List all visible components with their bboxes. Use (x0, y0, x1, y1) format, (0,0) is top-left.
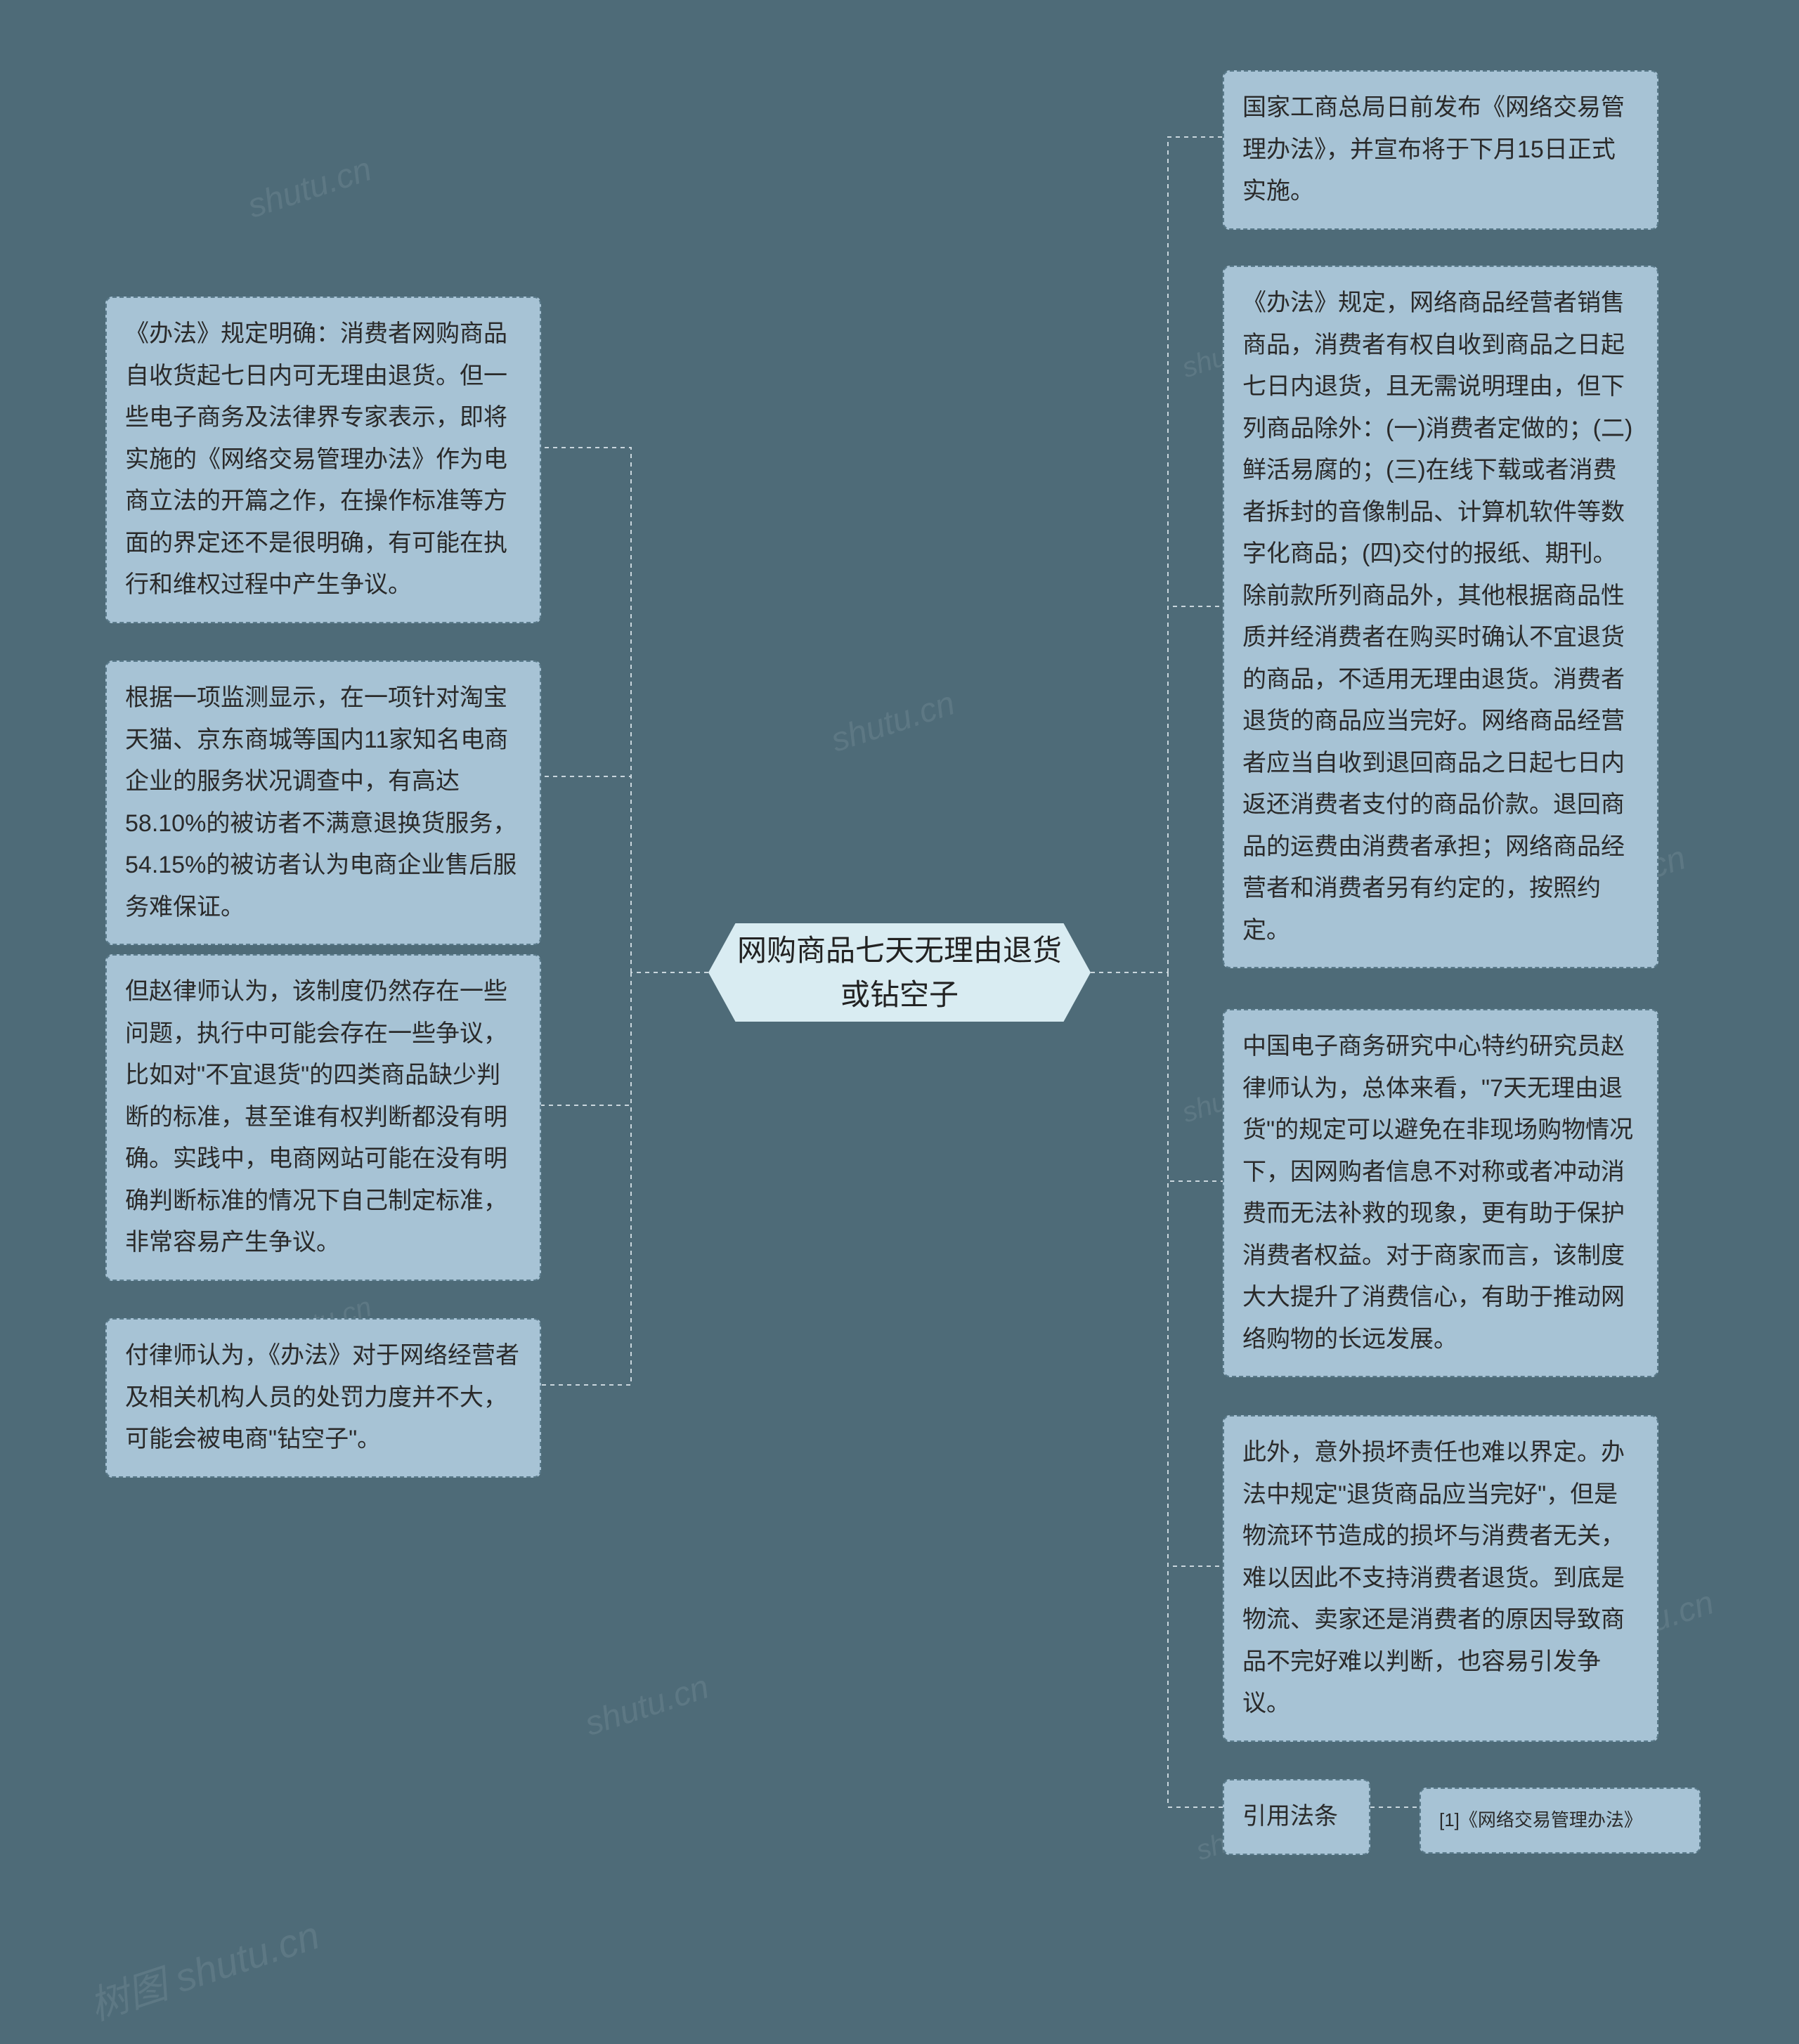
connector (541, 972, 631, 1105)
node-text: 但赵律师认为，该制度仍然存在一些问题，执行中可能会存在一些争议，比如对"不宜退货… (125, 978, 507, 1256)
right-node-0[interactable]: 国家工商总局日前发布《网络交易管理办法》，并宣布将于下月15日正式实施。 (1223, 70, 1658, 230)
left-node-0[interactable]: 《办法》规定明确：消费者网购商品自收货起七日内可无理由退货。但一些电子商务及法律… (105, 297, 541, 623)
connector (541, 776, 631, 972)
connector (1168, 972, 1223, 1566)
left-node-1[interactable]: 根据一项监测显示，在一项针对淘宝天猫、京东商城等国内11家知名电商企业的服务状况… (105, 660, 541, 945)
left-node-3[interactable]: 付律师认为，《办法》对于网络经营者及相关机构人员的处罚力度并不大，可能会被电商"… (105, 1318, 541, 1478)
right-node-4[interactable]: 引用法条 (1223, 1779, 1370, 1855)
connector (1168, 137, 1223, 972)
root-label: 网购商品七天无理由退货 或钻空子 (737, 928, 1062, 1017)
node-text: 《办法》规定明确：消费者网购商品自收货起七日内可无理由退货。但一些电子商务及法律… (125, 320, 507, 598)
node-text: 引用法条 (1242, 1803, 1338, 1830)
mindmap-canvas: shutu.cnshutu.cnshutu.cnshutu.cnshutu.cn… (0, 0, 1799, 2044)
node-text: 付律师认为，《办法》对于网络经营者及相关机构人员的处罚力度并不大，可能会被电商"… (125, 1342, 519, 1452)
node-text: 根据一项监测显示，在一项针对淘宝天猫、京东商城等国内11家知名电商企业的服务状况… (125, 684, 517, 920)
connector (541, 448, 631, 972)
watermark: shutu.cn (243, 150, 377, 226)
node-text: 中国电子商务研究中心特约研究员赵律师认为，总体来看，"7天无理由退货"的规定可以… (1242, 1033, 1633, 1353)
left-node-2[interactable]: 但赵律师认为，该制度仍然存在一些问题，执行中可能会存在一些争议，比如对"不宜退货… (105, 954, 541, 1281)
right-node-2[interactable]: 中国电子商务研究中心特约研究员赵律师认为，总体来看，"7天无理由退货"的规定可以… (1223, 1009, 1658, 1377)
sub-node-0[interactable]: [1]《网络交易管理办法》 (1420, 1788, 1701, 1854)
watermark: 树图 shutu.cn (82, 1904, 326, 2032)
node-text: 国家工商总局日前发布《网络交易管理办法》，并宣布将于下月15日正式实施。 (1242, 94, 1625, 204)
connector (1168, 972, 1223, 1807)
root-node[interactable]: 网购商品七天无理由退货 或钻空子 (708, 923, 1091, 1022)
node-text: 《办法》规定，网络商品经营者销售商品，消费者有权自收到商品之日起七日内退货，且无… (1242, 289, 1632, 944)
right-node-1[interactable]: 《办法》规定，网络商品经营者销售商品，消费者有权自收到商品之日起七日内退货，且无… (1223, 266, 1658, 968)
connector (1168, 606, 1223, 972)
connector (1168, 972, 1223, 1181)
node-text: [1]《网络交易管理办法》 (1439, 1809, 1642, 1830)
watermark: shutu.cn (580, 1667, 714, 1743)
node-text: 此外，意外损坏责任也难以界定。办法中规定"退货商品应当完好"，但是物流环节造成的… (1242, 1439, 1625, 1717)
right-node-3[interactable]: 此外，意外损坏责任也难以界定。办法中规定"退货商品应当完好"，但是物流环节造成的… (1223, 1415, 1658, 1742)
connector (541, 972, 631, 1385)
watermark: shutu.cn (826, 684, 960, 760)
